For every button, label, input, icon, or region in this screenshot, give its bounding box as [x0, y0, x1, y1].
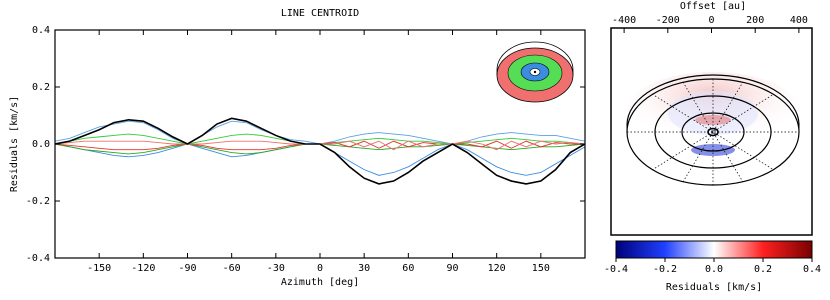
series-line — [55, 117, 585, 185]
y-axis-label: Residuals [km/s] — [9, 96, 20, 192]
x-tick-label: 150 — [532, 263, 550, 274]
y-tick-label: -0.2 — [26, 196, 50, 207]
x-tick-label: 90 — [446, 263, 458, 274]
x-tick-label: -60 — [223, 263, 241, 274]
colorbar — [615, 240, 813, 259]
colorbar-tick-label: 0.2 — [754, 264, 772, 275]
x-tick-label: 30 — [358, 263, 370, 274]
colorbar-tick-label: -0.2 — [653, 264, 677, 275]
x-tick-label: -30 — [267, 263, 285, 274]
line-group — [55, 117, 585, 185]
colorbar-label: Residuals [km/s] — [666, 282, 762, 293]
inset-diagram — [496, 41, 574, 103]
series-line — [55, 133, 585, 145]
x-tick-label: 0 — [317, 263, 323, 274]
y-tick-label: 0.0 — [32, 139, 50, 150]
x-tick-label: 200 — [746, 15, 764, 26]
colorbar-tick-label: -0.4 — [604, 264, 628, 275]
x-tick-label: -400 — [612, 15, 636, 26]
x-tick-label: -120 — [131, 263, 155, 274]
x-tick-label: -150 — [87, 263, 111, 274]
y-tick-label: 0.2 — [32, 82, 50, 93]
series-line — [55, 120, 585, 145]
y-tick-label: -0.4 — [26, 253, 50, 264]
residual-map — [611, 28, 812, 235]
series-line — [55, 140, 585, 151]
chart-title: LINE CENTROID — [281, 8, 359, 19]
x-tick-label: -200 — [656, 15, 680, 26]
colorbar-tick-label: 0.4 — [803, 264, 821, 275]
x-tick-label: -90 — [178, 263, 196, 274]
x-tick-label: 60 — [402, 263, 414, 274]
x-tick-label: 0 — [708, 15, 714, 26]
x-axis-label: Offset [au] — [680, 1, 746, 12]
y-tick-label: 0.4 — [32, 25, 50, 36]
colorbar-tick-label: 0.0 — [705, 264, 723, 275]
x-tick-label: 120 — [488, 263, 506, 274]
x-axis-label: Azimuth [deg] — [281, 277, 359, 288]
x-tick-label: 400 — [790, 15, 808, 26]
